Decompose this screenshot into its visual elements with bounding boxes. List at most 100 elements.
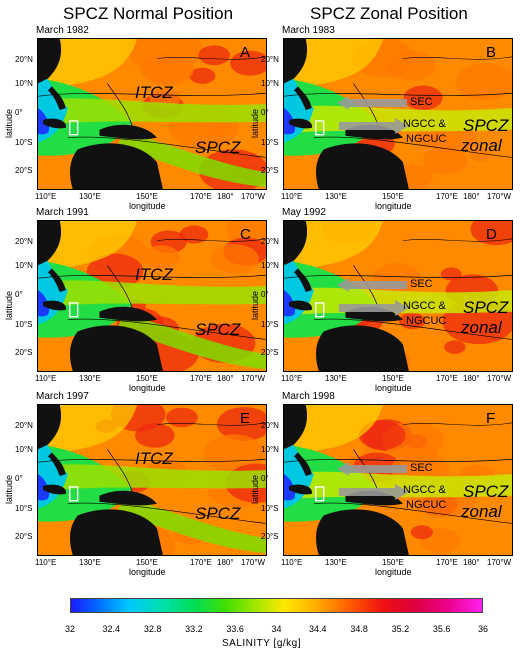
latitude-tick: 20°N xyxy=(15,237,33,246)
salinity-map xyxy=(38,39,266,189)
longitude-tick: 130°E xyxy=(79,558,101,567)
right-column-title: SPCZ Zonal Position xyxy=(310,4,468,23)
longitude-tick: 180° xyxy=(463,374,480,383)
longitude-axis-title: longitude xyxy=(129,567,166,577)
sec-label: SEC xyxy=(410,278,433,290)
latitude-tick: 20°S xyxy=(15,532,33,541)
longitude-tick: 170°W xyxy=(487,374,512,383)
latitude-tick: 20°N xyxy=(15,421,33,430)
latitude-tick: 0° xyxy=(15,290,23,299)
panel-date: March 1997 xyxy=(36,391,89,402)
latitude-axis-title: latitude xyxy=(4,290,14,320)
zonal-label: zonal xyxy=(461,502,502,521)
latitude-tick: 10°N xyxy=(261,261,279,270)
longitude-axis-title: longitude xyxy=(129,201,166,211)
longitude-tick: 170°W xyxy=(241,374,266,383)
latitude-tick: 20°S xyxy=(261,348,279,357)
sec-label: SEC xyxy=(410,462,433,474)
panel-date: May 1992 xyxy=(282,207,326,218)
latitude-tick: 20°N xyxy=(261,421,279,430)
latitude-tick: 20°S xyxy=(261,532,279,541)
longitude-tick: 170°E xyxy=(190,558,212,567)
longitude-tick: 170°E xyxy=(436,374,458,383)
colorbar-tick: 33.2 xyxy=(185,624,203,634)
salinity-colorbar xyxy=(70,598,483,613)
map-panel xyxy=(37,220,267,372)
latitude-tick: 10°N xyxy=(261,79,279,88)
latitude-tick: 20°S xyxy=(261,166,279,175)
longitude-tick: 130°E xyxy=(79,192,101,201)
itcz-label: ITCZ xyxy=(135,449,173,468)
latitude-tick: 0° xyxy=(261,474,269,483)
ngcc-label: NGCC & xyxy=(403,484,446,496)
colorbar-tick: 36 xyxy=(477,624,489,634)
longitude-tick: 150°E xyxy=(382,374,404,383)
latitude-tick: 10°N xyxy=(15,445,33,454)
ngcuc-label: NGCUC xyxy=(406,133,447,145)
map-panel xyxy=(283,38,513,190)
panel-letter: A xyxy=(240,44,251,61)
latitude-tick: 20°N xyxy=(261,55,279,64)
longitude-tick: 130°E xyxy=(325,192,347,201)
longitude-tick: 150°E xyxy=(382,558,404,567)
latitude-tick: 10°S xyxy=(261,504,279,513)
map-panel xyxy=(283,404,513,556)
spcz-label: SPCZ xyxy=(195,320,241,339)
ngcc-arrow xyxy=(339,484,409,500)
ngcuc-label: NGCUC xyxy=(406,315,447,327)
latitude-tick: 10°S xyxy=(15,138,33,147)
panel-letter: C xyxy=(240,226,251,243)
longitude-tick: 110°E xyxy=(281,374,303,383)
longitude-tick: 170°E xyxy=(436,558,458,567)
salinity-map xyxy=(284,221,512,371)
longitude-tick: 180° xyxy=(463,192,480,201)
latitude-axis-title: latitude xyxy=(250,108,260,138)
latitude-tick: 10°S xyxy=(261,138,279,147)
longitude-tick: 180° xyxy=(217,558,234,567)
spcz-label: SPCZ xyxy=(463,116,509,135)
spcz-label: SPCZ xyxy=(463,482,509,501)
longitude-tick: 110°E xyxy=(35,192,57,201)
ngcc-label: NGCC & xyxy=(403,118,446,130)
latitude-tick: 10°S xyxy=(261,320,279,329)
colorbar-tick: 35.6 xyxy=(432,624,451,634)
colorbar-tick: 34.4 xyxy=(309,624,327,634)
panel-letter: B xyxy=(486,44,497,61)
sec-arrow xyxy=(337,462,407,476)
spcz-label: SPCZ xyxy=(195,138,241,157)
longitude-tick: 150°E xyxy=(136,558,158,567)
panel-date: March 1982 xyxy=(36,25,89,36)
salinity-map xyxy=(38,405,266,555)
longitude-tick: 170°W xyxy=(487,558,512,567)
longitude-tick: 110°E xyxy=(35,558,57,567)
longitude-tick: 170°W xyxy=(241,558,266,567)
latitude-tick: 0° xyxy=(15,108,23,117)
longitude-tick: 130°E xyxy=(79,374,101,383)
longitude-axis-title: longitude xyxy=(375,383,412,393)
longitude-axis-title: longitude xyxy=(375,567,412,577)
latitude-tick: 20°N xyxy=(15,55,33,64)
zonal-label: zonal xyxy=(461,136,502,155)
panel-date: March 1983 xyxy=(282,25,335,36)
spcz-label: SPCZ xyxy=(463,298,509,317)
panel-date: March 1991 xyxy=(36,207,89,218)
longitude-tick: 180° xyxy=(217,374,234,383)
sec-label: SEC xyxy=(410,96,433,108)
panel-letter: F xyxy=(486,410,496,427)
latitude-tick: 20°S xyxy=(15,166,33,175)
longitude-axis-title: longitude xyxy=(129,383,166,393)
colorbar-tick: 33.6 xyxy=(226,624,244,634)
latitude-tick: 10°N xyxy=(261,445,279,454)
longitude-tick: 150°E xyxy=(136,192,158,201)
longitude-tick: 170°W xyxy=(487,192,512,201)
longitude-tick: 170°E xyxy=(190,374,212,383)
panel-letter: E xyxy=(240,410,251,427)
latitude-tick: 20°S xyxy=(15,348,33,357)
longitude-tick: 170°E xyxy=(190,192,212,201)
salinity-map xyxy=(284,405,512,555)
itcz-label: ITCZ xyxy=(135,265,173,284)
longitude-tick: 180° xyxy=(217,192,234,201)
latitude-tick: 0° xyxy=(261,290,269,299)
panel-letter: D xyxy=(486,226,497,243)
sec-arrow xyxy=(337,278,407,292)
